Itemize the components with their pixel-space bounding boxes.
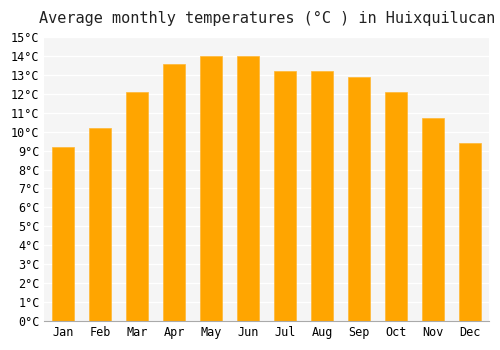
Bar [237,56,260,321]
Bar [348,77,370,321]
Bar [311,71,334,321]
Bar [163,63,185,321]
Bar [385,92,407,321]
Title: Average monthly temperatures (°C ) in Huixquilucan: Average monthly temperatures (°C ) in Hu… [38,11,495,26]
Bar [52,147,74,321]
Bar [422,118,444,321]
Bar [460,143,481,321]
Bar [200,56,222,321]
Bar [126,92,148,321]
Bar [274,71,296,321]
Bar [89,128,111,321]
